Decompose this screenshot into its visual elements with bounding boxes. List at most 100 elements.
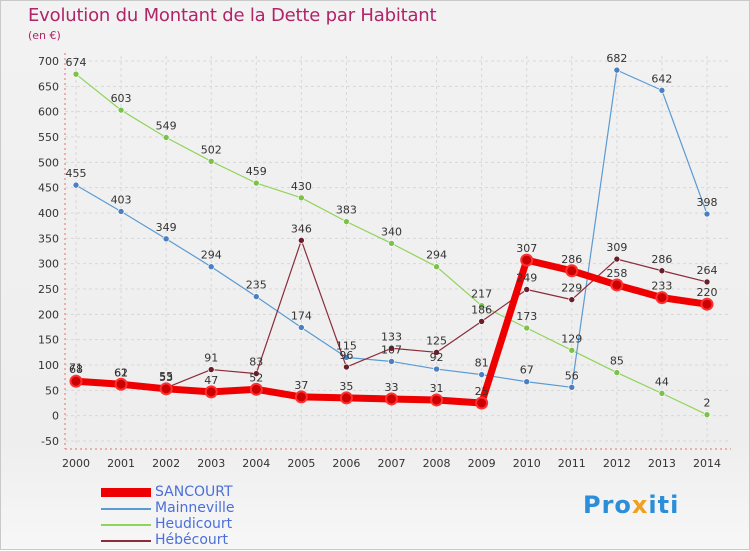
data-label-hebecourt: 229	[561, 282, 582, 295]
data-label-hebecourt: 133	[381, 330, 402, 343]
data-label-sancourt: 68	[69, 363, 83, 376]
x-tick-label: 2014	[693, 457, 721, 470]
data-label-heudicourt: 459	[246, 165, 267, 178]
point-sancourt	[249, 382, 263, 396]
data-label-hebecourt: 264	[697, 264, 718, 277]
data-labels: 68 62 53 47 52 37 35 33 31 25 307 286 258 233 220 455 40…	[66, 52, 718, 410]
data-label-heudicourt: 294	[426, 249, 447, 262]
data-label-hebecourt: 186	[471, 303, 492, 316]
data-label-mainneville: 115	[336, 339, 357, 352]
point-sancourt	[520, 253, 534, 267]
data-label-hebecourt: 286	[651, 253, 672, 266]
data-label-sancourt: 35	[339, 380, 353, 393]
y-tick-label: 200	[38, 308, 59, 321]
data-label-sancourt: 220	[697, 286, 718, 299]
point-mainneville	[658, 87, 666, 94]
data-label-mainneville: 235	[246, 279, 267, 292]
data-label-heudicourt: 129	[561, 332, 582, 345]
data-label-hebecourt: 61	[114, 366, 128, 379]
point-heudicourt	[343, 218, 350, 225]
grid	[65, 56, 731, 446]
point-hebecourt	[568, 296, 576, 303]
legend-label-mainneville: Mainneville	[155, 500, 235, 516]
point-heudicourt	[72, 70, 80, 78]
point-mainneville	[568, 383, 576, 391]
chart-unit: (en €)	[28, 29, 61, 42]
x-tick-label: 2005	[287, 457, 315, 470]
y-tick-label: 0	[52, 410, 59, 423]
data-label-sancourt: 307	[516, 242, 537, 255]
data-label-mainneville: 403	[111, 193, 132, 206]
legend-swatch-mainneville	[101, 508, 151, 510]
y-tick-label: 650	[38, 80, 59, 93]
data-label-mainneville: 56	[565, 369, 579, 382]
point-heudicourt	[162, 134, 170, 141]
proxiti-logo: Proxiti	[583, 491, 680, 519]
legend-label-sancourt: SANCOURT	[155, 484, 233, 500]
point-sancourt	[655, 291, 669, 305]
point-sancourt	[610, 278, 624, 292]
legend-label-hebecourt: Hébécourt	[155, 532, 229, 548]
point-heudicourt	[613, 369, 621, 376]
data-label-heudicourt: 430	[291, 180, 312, 193]
data-label-sancourt: 53	[159, 371, 173, 384]
x-tick-label: 2013	[648, 457, 676, 470]
x-tick-label: 2001	[107, 457, 135, 470]
point-hebecourt	[613, 255, 621, 263]
data-label-heudicourt: 383	[336, 204, 357, 217]
data-label-sancourt: 258	[606, 267, 627, 280]
x-tick-label: 2010	[513, 457, 541, 470]
x-tick-labels: 2000 2001 2002 2003 2004 2005 2006 2007 2008 2009…	[62, 457, 721, 470]
y-tick-label: 550	[38, 131, 59, 144]
point-mainneville	[388, 358, 395, 365]
data-label-sancourt: 286	[561, 253, 582, 266]
data-label-sancourt: 233	[651, 280, 672, 293]
point-hebecourt	[388, 344, 395, 352]
point-sancourt	[475, 396, 489, 410]
data-label-sancourt: 62	[114, 366, 128, 379]
data-label-sancourt: 31	[430, 382, 444, 395]
point-heudicourt	[703, 411, 711, 418]
x-tick-label: 2009	[468, 457, 496, 470]
point-hebecourt	[658, 267, 666, 275]
point-hebecourt	[703, 278, 711, 286]
data-label-mainneville: 455	[66, 167, 87, 180]
data-label-mainneville: 81	[475, 357, 489, 370]
point-sancourt	[69, 374, 83, 388]
x-tick-label: 2008	[423, 457, 451, 470]
data-label-heudicourt: 217	[471, 288, 492, 301]
data-label-mainneville: 642	[651, 72, 672, 85]
point-heudicourt	[523, 324, 531, 332]
legend-swatch-sancourt	[101, 488, 151, 497]
data-label-sancourt: 47	[204, 374, 218, 387]
point-mainneville	[478, 371, 485, 378]
point-hebecourt	[252, 370, 260, 377]
x-tick-label: 2002	[152, 457, 180, 470]
data-label-hebecourt: 55	[159, 370, 173, 383]
data-label-mainneville: 67	[520, 364, 534, 377]
data-label-hebecourt: 249	[516, 272, 537, 285]
y-tick-label: 250	[38, 283, 59, 296]
point-mainneville	[117, 208, 125, 215]
x-tick-label: 2007	[378, 457, 406, 470]
point-heudicourt	[298, 194, 305, 202]
data-label-mainneville: 398	[697, 196, 718, 209]
y-tick-label: -50	[41, 435, 59, 448]
chart-title: Evolution du Montant de la Dette par Hab…	[28, 5, 437, 26]
point-hebecourt	[298, 237, 305, 244]
point-heudicourt	[658, 390, 666, 397]
x-tick-label: 2011	[558, 457, 586, 470]
series-group	[69, 66, 714, 418]
y-tick-label: 600	[38, 106, 59, 119]
data-label-heudicourt: 85	[610, 355, 624, 368]
y-tick-label: 700	[38, 55, 59, 68]
point-hebecourt	[478, 318, 485, 325]
data-label-hebecourt: 96	[339, 349, 353, 362]
point-heudicourt	[433, 263, 440, 271]
data-label-hebecourt: 309	[606, 241, 627, 254]
point-mainneville	[72, 181, 80, 189]
data-label-mainneville: 294	[201, 249, 222, 262]
data-label-heudicourt: 549	[156, 120, 177, 133]
point-mainneville	[613, 66, 621, 74]
